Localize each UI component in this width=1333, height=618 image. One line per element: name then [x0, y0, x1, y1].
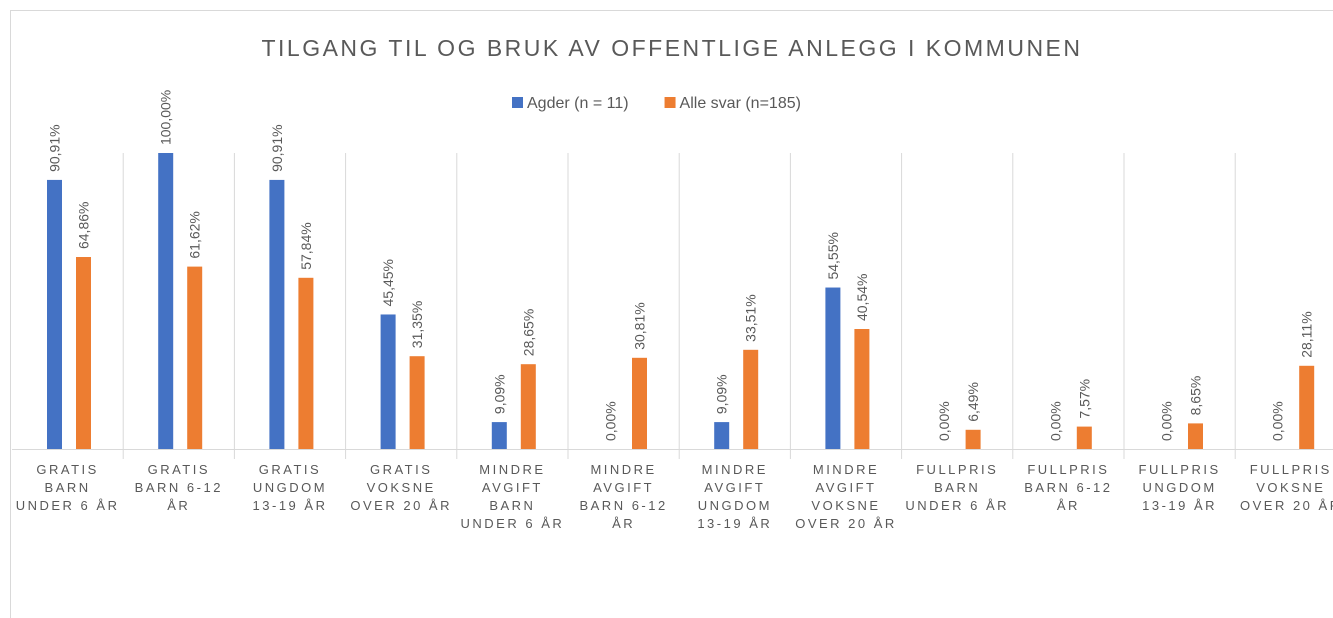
legend-label: Agder (n = 11) [527, 95, 629, 112]
bar [409, 356, 425, 449]
data-label: 61,62% [187, 211, 203, 258]
bar [1076, 426, 1092, 449]
bar [825, 287, 841, 449]
data-label: 7,57% [1076, 379, 1092, 419]
data-label: 45,45% [380, 259, 396, 306]
bar [380, 314, 396, 449]
bar [714, 422, 730, 449]
bar [632, 357, 647, 449]
data-label: 0,00% [1270, 401, 1286, 441]
x-tick-label: FULLPRIS BARN UNDER 6 ÅR [905, 462, 1010, 513]
data-label: 8,65% [1188, 376, 1204, 416]
bar [520, 364, 536, 449]
data-label: 64,86% [76, 202, 92, 249]
bar [965, 429, 981, 449]
bar [854, 329, 870, 449]
x-tick-label: GRATIS BARN 6-12 ÅR [134, 462, 223, 513]
x-tick-label: FULLPRIS BARN 6-12 ÅR [1024, 462, 1113, 513]
data-label: 100,00% [158, 90, 174, 145]
bar [269, 179, 285, 449]
bar [743, 349, 759, 449]
data-label: 90,91% [269, 124, 285, 171]
legend-label: Alle svar (n=185) [680, 95, 801, 112]
data-label: 28,11% [1299, 311, 1315, 357]
bar [1299, 365, 1315, 449]
data-label: 57,84% [298, 222, 314, 269]
data-label: 6,49% [965, 382, 981, 422]
data-label: 9,09% [491, 374, 507, 414]
data-label: 0,00% [1159, 401, 1175, 441]
data-label: 0,00% [936, 401, 952, 441]
chart-title: TILGANG TIL OG BRUK AV OFFENTLIGE ANLEGG… [261, 35, 1082, 61]
x-tick-label: FULLPRIS UNGDOM 13-19 ÅR [1138, 462, 1221, 513]
data-label: 0,00% [1047, 401, 1063, 441]
x-tick-label: GRATIS BARN UNDER 6 ÅR [15, 462, 120, 513]
data-label: 0,00% [603, 401, 619, 441]
bar [1188, 423, 1203, 449]
x-tick-label: MINDRE AVGIFT VOKSNE OVER 20 ÅR [795, 462, 897, 531]
bar [76, 257, 91, 449]
bar [187, 266, 203, 449]
legend-swatch [512, 97, 523, 108]
x-tick-label: MINDRE AVGIFT BARN UNDER 6 ÅR [460, 462, 565, 531]
bar [158, 153, 174, 449]
data-label: 28,65% [520, 309, 536, 356]
x-tick-label: MINDRE AVGIFT BARN 6-12 ÅR [579, 462, 668, 531]
legend-swatch [664, 97, 676, 108]
x-tick-label: MINDRE AVGIFT UNGDOM 13-19 ÅR [697, 462, 773, 531]
data-label: 54,55% [825, 232, 841, 279]
x-tick-label: GRATIS UNGDOM 13-19 ÅR [252, 462, 328, 513]
x-tick-label: GRATIS VOKSNE OVER 20 ÅR [350, 462, 452, 513]
data-label: 30,81% [632, 302, 648, 349]
data-label: 31,35% [409, 301, 425, 348]
x-tick-label: FULLPRIS VOKSNE OVER 20 ÅR [1240, 462, 1333, 513]
data-label: 33,51% [743, 294, 759, 341]
data-label: 9,09% [714, 374, 730, 414]
bar [298, 277, 314, 449]
bar [47, 179, 62, 449]
bar [491, 422, 507, 449]
data-label: 90,91% [47, 124, 63, 171]
data-label: 40,54% [854, 274, 870, 321]
